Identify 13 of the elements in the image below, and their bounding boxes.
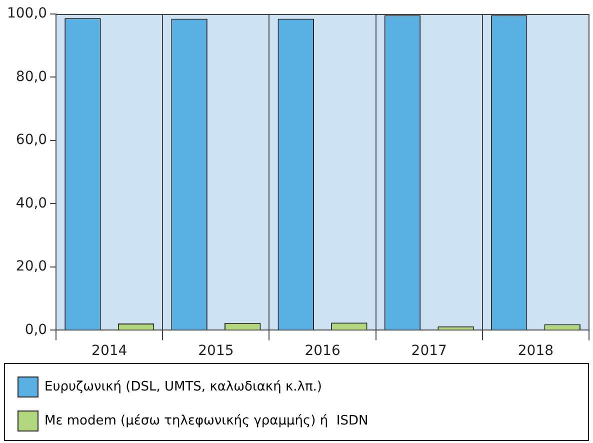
legend-label: Ευρυζωνική (DSL, UMTS, καλωδιακή κ.λπ.) (44, 379, 322, 394)
y-tick-label: 0,0 (24, 322, 48, 338)
x-tick-label: 2014 (92, 343, 128, 360)
legend-label: Με modem (μέσω τηλεφωνικής γραμμής) ή ISDN (44, 413, 368, 428)
x-tick-label: 2016 (304, 343, 340, 360)
y-tick-label: 80,0 (16, 68, 48, 85)
x-tick-label: 2017 (411, 343, 447, 360)
y-tick-label: 20,0 (16, 258, 48, 275)
x-tick-label: 2015 (198, 343, 234, 360)
y-tick-label: 40,0 (16, 195, 48, 212)
y-tick-label: 100,0 (6, 6, 48, 22)
y-tick-label: 60,0 (16, 132, 48, 148)
x-tick-label: 2018 (518, 343, 554, 360)
